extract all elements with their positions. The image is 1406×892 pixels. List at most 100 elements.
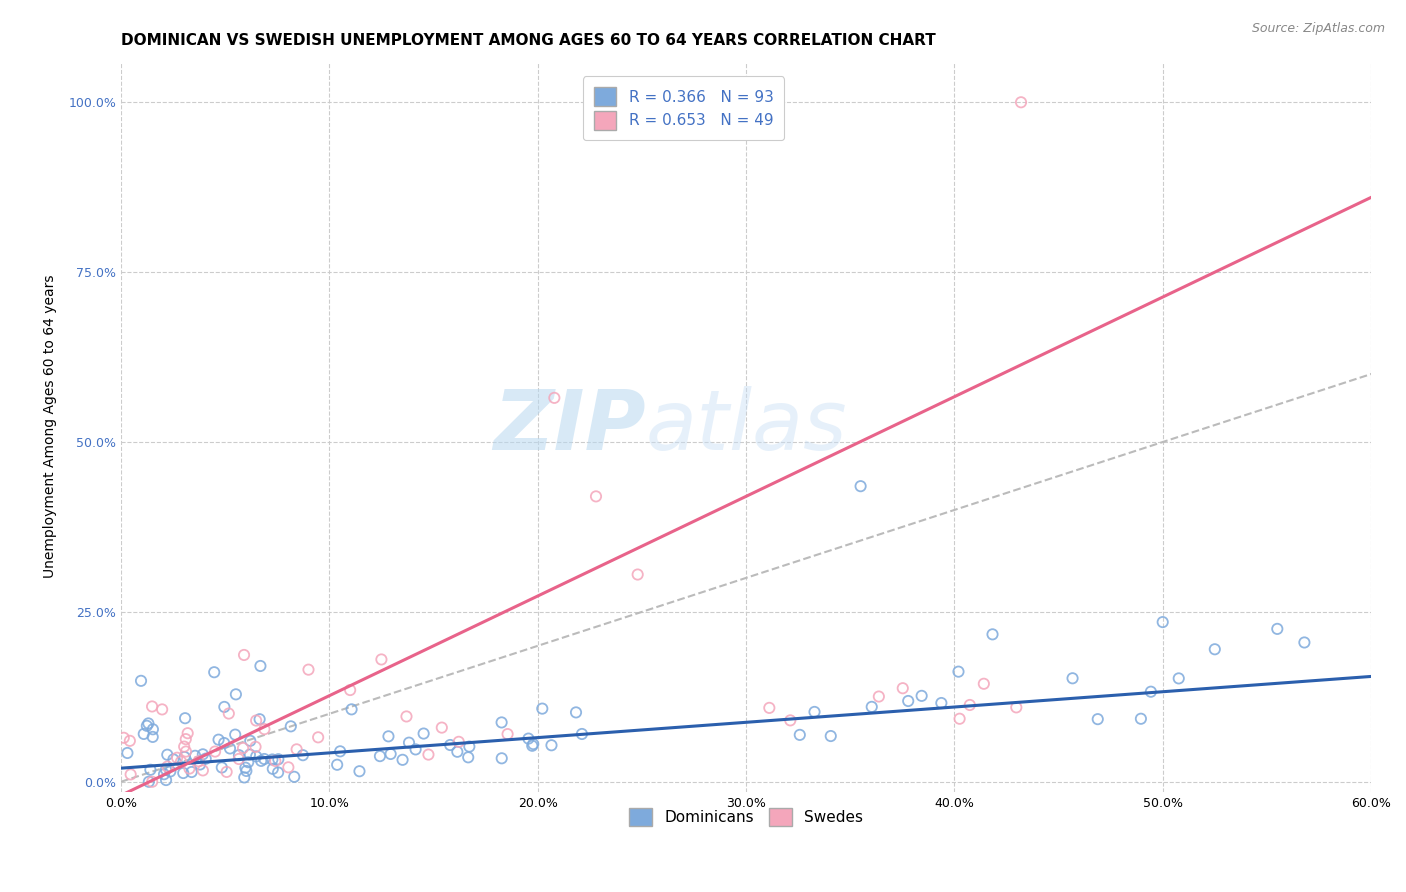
Point bbox=[253, 752, 276, 766]
Point bbox=[267, 752, 290, 766]
Point bbox=[245, 739, 267, 754]
Point bbox=[496, 727, 519, 741]
Point bbox=[191, 747, 214, 762]
Point bbox=[159, 764, 181, 779]
Point bbox=[235, 761, 257, 775]
Y-axis label: Unemployment Among Ages 60 to 64 years: Unemployment Among Ages 60 to 64 years bbox=[44, 275, 58, 579]
Point bbox=[458, 739, 481, 754]
Point bbox=[377, 729, 399, 743]
Point bbox=[395, 709, 418, 723]
Point bbox=[245, 714, 267, 728]
Point bbox=[172, 766, 194, 780]
Point bbox=[329, 744, 352, 758]
Point bbox=[973, 677, 995, 691]
Point bbox=[212, 736, 235, 750]
Point bbox=[264, 754, 287, 768]
Point bbox=[948, 665, 970, 679]
Point bbox=[758, 701, 780, 715]
Point bbox=[245, 749, 267, 764]
Point bbox=[170, 755, 193, 769]
Point bbox=[391, 753, 413, 767]
Point bbox=[214, 700, 236, 714]
Point bbox=[138, 774, 160, 789]
Point bbox=[849, 479, 872, 493]
Point bbox=[173, 750, 195, 764]
Point bbox=[981, 627, 1004, 641]
Point bbox=[860, 699, 883, 714]
Point bbox=[1167, 672, 1189, 686]
Point bbox=[235, 764, 257, 778]
Point bbox=[326, 757, 349, 772]
Point bbox=[277, 760, 299, 774]
Point bbox=[380, 747, 402, 761]
Point bbox=[430, 721, 453, 735]
Point bbox=[959, 698, 981, 712]
Point bbox=[233, 771, 256, 785]
Point bbox=[194, 752, 217, 766]
Text: DOMINICAN VS SWEDISH UNEMPLOYMENT AMONG AGES 60 TO 64 YEARS CORRELATION CHART: DOMINICAN VS SWEDISH UNEMPLOYMENT AMONG … bbox=[121, 33, 936, 48]
Point bbox=[931, 696, 953, 710]
Point bbox=[142, 723, 165, 737]
Point bbox=[439, 738, 461, 752]
Point bbox=[1010, 95, 1032, 110]
Point bbox=[571, 727, 593, 741]
Point bbox=[285, 742, 308, 756]
Point bbox=[412, 726, 434, 740]
Point bbox=[405, 742, 427, 756]
Point bbox=[891, 681, 914, 696]
Point bbox=[174, 711, 197, 725]
Point bbox=[191, 764, 214, 778]
Point bbox=[142, 730, 165, 744]
Point bbox=[340, 702, 363, 716]
Point bbox=[211, 760, 233, 774]
Point bbox=[370, 652, 392, 666]
Point bbox=[207, 732, 229, 747]
Point bbox=[339, 683, 361, 698]
Point bbox=[135, 719, 157, 733]
Point bbox=[156, 759, 179, 773]
Text: ZIP: ZIP bbox=[494, 386, 645, 467]
Point bbox=[250, 754, 273, 768]
Point bbox=[118, 734, 141, 748]
Point bbox=[291, 748, 314, 763]
Point bbox=[517, 731, 540, 746]
Point bbox=[117, 746, 139, 760]
Point bbox=[179, 762, 201, 776]
Point bbox=[239, 733, 262, 747]
Point bbox=[112, 731, 135, 745]
Point bbox=[297, 663, 319, 677]
Point bbox=[228, 752, 250, 766]
Point bbox=[253, 722, 276, 736]
Point bbox=[491, 715, 513, 730]
Point bbox=[238, 756, 260, 770]
Point bbox=[585, 489, 607, 503]
Point bbox=[522, 739, 544, 753]
Point bbox=[132, 727, 155, 741]
Point bbox=[491, 751, 513, 765]
Point bbox=[779, 714, 801, 728]
Point bbox=[141, 774, 163, 789]
Point bbox=[868, 690, 890, 704]
Point bbox=[1129, 712, 1152, 726]
Point bbox=[447, 735, 470, 749]
Point bbox=[239, 747, 262, 762]
Point bbox=[1140, 684, 1163, 698]
Point bbox=[565, 706, 588, 720]
Point bbox=[280, 719, 302, 733]
Point bbox=[187, 754, 209, 768]
Point bbox=[1152, 615, 1174, 629]
Point bbox=[897, 694, 920, 708]
Point bbox=[162, 752, 184, 766]
Point bbox=[540, 738, 562, 752]
Point bbox=[184, 748, 207, 763]
Point bbox=[129, 673, 152, 688]
Point bbox=[1294, 635, 1316, 649]
Point bbox=[173, 739, 195, 754]
Point bbox=[307, 731, 329, 745]
Point bbox=[233, 648, 256, 662]
Point bbox=[156, 747, 179, 762]
Point bbox=[1265, 622, 1288, 636]
Point bbox=[531, 701, 554, 715]
Point bbox=[1005, 700, 1028, 714]
Legend: Dominicans, Swedes: Dominicans, Swedes bbox=[620, 798, 872, 836]
